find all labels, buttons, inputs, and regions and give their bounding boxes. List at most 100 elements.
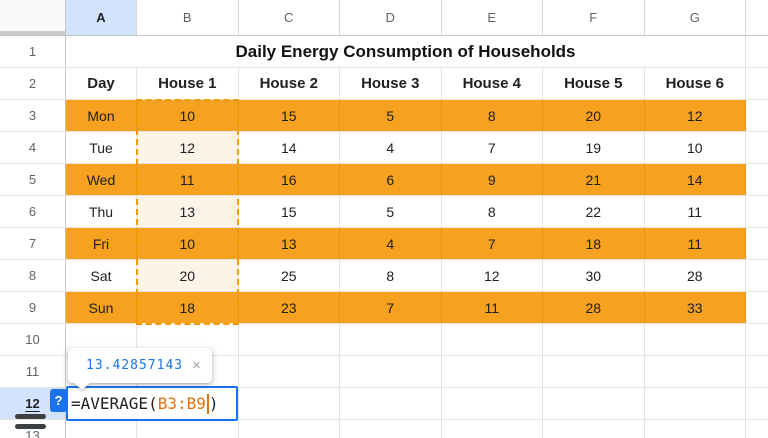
cell-partial[interactable] (746, 164, 768, 195)
cell-A3[interactable]: Mon (66, 100, 137, 131)
row-resize-handle[interactable] (15, 424, 46, 429)
cell-C6[interactable]: 15 (239, 196, 340, 227)
cell-E3[interactable]: 8 (441, 100, 543, 131)
cell-B6[interactable]: 13 (137, 196, 239, 227)
column-header-A[interactable]: A (66, 0, 137, 35)
cell-D5[interactable]: 6 (340, 164, 442, 195)
cell-C7[interactable]: 13 (238, 228, 340, 259)
cell-B9[interactable]: 18 (137, 292, 239, 323)
cell-E5[interactable]: 9 (441, 164, 543, 195)
row-header-13[interactable]: 13 (0, 420, 66, 438)
column-header-D[interactable]: D (340, 0, 442, 35)
cell-E6[interactable]: 8 (442, 196, 543, 227)
cell-C12[interactable] (239, 388, 340, 419)
cell-B5[interactable]: 11 (137, 164, 239, 195)
cell-D2[interactable]: House 3 (340, 68, 442, 99)
cell-C10[interactable] (239, 324, 340, 355)
row-header-6[interactable]: 6 (0, 196, 66, 227)
cell-C9[interactable]: 23 (238, 292, 340, 323)
column-header-F[interactable]: F (543, 0, 645, 35)
row-header-7[interactable]: 7 (0, 228, 66, 259)
cell-D6[interactable]: 5 (340, 196, 442, 227)
cell-F7[interactable]: 18 (543, 228, 645, 259)
row-header-5[interactable]: 5 (0, 164, 66, 195)
cell-F11[interactable] (543, 356, 645, 387)
column-header-G[interactable]: G (644, 0, 746, 35)
cell-A5[interactable]: Wed (66, 164, 137, 195)
cell-E2[interactable]: House 4 (442, 68, 543, 99)
cell-G8[interactable]: 28 (645, 260, 746, 291)
cell-C8[interactable]: 25 (239, 260, 340, 291)
cell-C3[interactable]: 15 (238, 100, 340, 131)
cell-E11[interactable] (442, 356, 543, 387)
cell-C13[interactable] (239, 420, 340, 438)
cell-G5[interactable]: 14 (644, 164, 746, 195)
cell-partial[interactable] (746, 100, 768, 131)
column-header-partial[interactable] (746, 0, 768, 35)
cell-B10[interactable] (137, 324, 239, 355)
row-header-8[interactable]: 8 (0, 260, 66, 291)
cell-C2[interactable]: House 2 (239, 68, 340, 99)
cell-F5[interactable]: 21 (543, 164, 645, 195)
formula-help-button[interactable]: ? (50, 389, 67, 412)
cell-D11[interactable] (340, 356, 442, 387)
cell-G2[interactable]: House 6 (645, 68, 746, 99)
select-all-corner[interactable] (0, 0, 66, 35)
cell-A7[interactable]: Fri (66, 228, 137, 259)
cell-E10[interactable] (442, 324, 543, 355)
cell-D8[interactable]: 8 (340, 260, 442, 291)
cell-C5[interactable]: 16 (238, 164, 340, 195)
cell-F13[interactable] (543, 420, 645, 438)
row-resize-handle[interactable] (15, 414, 46, 419)
row-header-10[interactable]: 10 (0, 324, 66, 355)
cell-G7[interactable]: 11 (644, 228, 746, 259)
cell-F8[interactable]: 30 (543, 260, 645, 291)
row-header-1[interactable]: 1 (0, 36, 66, 67)
row-header-11[interactable]: 11 (0, 356, 66, 387)
row-header-4[interactable]: 4 (0, 132, 66, 163)
cell-D12[interactable] (340, 388, 442, 419)
column-header-C[interactable]: C (238, 0, 340, 35)
cell-partial[interactable] (746, 228, 768, 259)
cell-D4[interactable]: 4 (340, 132, 442, 163)
cell-B2[interactable]: House 1 (137, 68, 239, 99)
cell-G11[interactable] (645, 356, 746, 387)
cell-B13[interactable] (137, 420, 239, 438)
cell-F2[interactable]: House 5 (543, 68, 645, 99)
cell-A13[interactable] (66, 420, 137, 438)
cell-G3[interactable]: 12 (644, 100, 746, 131)
cell-partial[interactable] (746, 68, 768, 99)
cell-title-A1[interactable]: Daily Energy Consumption of Households (66, 36, 746, 67)
cell-B11[interactable] (137, 356, 239, 387)
cell-F6[interactable]: 22 (543, 196, 645, 227)
cell-B4[interactable]: 12 (137, 132, 239, 163)
cell-E4[interactable]: 7 (442, 132, 543, 163)
cell-partial[interactable] (746, 36, 768, 67)
cell-F10[interactable] (543, 324, 645, 355)
column-header-E[interactable]: E (441, 0, 543, 35)
column-header-B[interactable]: B (137, 0, 239, 35)
close-icon[interactable]: × (192, 357, 201, 374)
cell-D13[interactable] (340, 420, 442, 438)
cell-G10[interactable] (645, 324, 746, 355)
cell-G13[interactable] (645, 420, 746, 438)
cell-G12[interactable] (645, 388, 746, 419)
cell-partial[interactable] (746, 132, 768, 163)
cell-G9[interactable]: 33 (644, 292, 746, 323)
cell-partial[interactable] (746, 388, 768, 419)
cell-A10[interactable] (66, 324, 137, 355)
cell-A4[interactable]: Tue (66, 132, 137, 163)
cell-partial[interactable] (746, 324, 768, 355)
row-header-3[interactable]: 3 (0, 100, 66, 131)
row-header-9[interactable]: 9 (0, 292, 66, 323)
cell-E7[interactable]: 7 (441, 228, 543, 259)
row-header-2[interactable]: 2 (0, 68, 66, 99)
cell-partial[interactable] (746, 292, 768, 323)
cell-G6[interactable]: 11 (645, 196, 746, 227)
cell-D3[interactable]: 5 (340, 100, 442, 131)
cell-E13[interactable] (442, 420, 543, 438)
cell-A2[interactable]: Day (66, 68, 137, 99)
cell-partial[interactable] (746, 260, 768, 291)
cell-F3[interactable]: 20 (543, 100, 645, 131)
cell-A8[interactable]: Sat (66, 260, 137, 291)
